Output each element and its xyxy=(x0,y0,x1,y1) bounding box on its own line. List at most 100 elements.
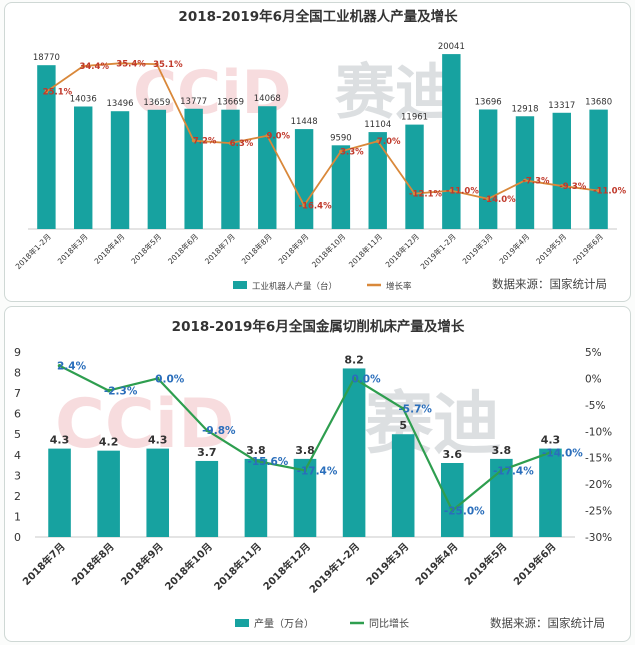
growth-point xyxy=(559,184,564,188)
growth-value-label: -7.3% xyxy=(522,176,550,186)
legend-bar-swatch xyxy=(233,281,247,289)
legend-bar-swatch xyxy=(235,619,249,627)
right-axis-tick: -25% xyxy=(585,506,612,518)
growth-line xyxy=(45,62,599,207)
bar xyxy=(589,109,608,229)
bar xyxy=(184,108,203,229)
growth-value-label: -16.4% xyxy=(299,201,332,211)
bar-value-label: 20041 xyxy=(438,42,465,52)
right-axis-tick: -15% xyxy=(585,453,612,465)
bar-value-label: 4.2 xyxy=(99,436,119,449)
left-axis-tick: 0 xyxy=(14,531,21,544)
category-label: 2018年11月 xyxy=(346,231,384,269)
bar-value-label: 18770 xyxy=(33,53,60,63)
bar-value-label: 11448 xyxy=(291,117,318,127)
growth-value-label: -14.0% xyxy=(483,195,516,205)
growth-value-label: -17.4% xyxy=(493,465,534,477)
growth-value-label: -9.8% xyxy=(202,425,236,437)
growth-value-label: 0.0% xyxy=(352,373,382,385)
chart-title: 2018-2019年6月全国工业机器人产量及增长 xyxy=(178,8,458,25)
legend-bar-label: 产量（万台） xyxy=(254,617,314,630)
growth-point xyxy=(81,64,86,68)
growth-value-label: 25.1% xyxy=(43,88,73,98)
growth-value-label: 3.3% xyxy=(340,147,364,157)
left-axis-tick: 7 xyxy=(14,387,21,400)
watermark-text: 赛迪 xyxy=(335,58,455,128)
growth-value-label: 0.0% xyxy=(155,373,185,385)
bar xyxy=(552,112,571,229)
growth-value-label: -14.0% xyxy=(542,447,583,459)
bar xyxy=(405,124,424,229)
left-axis-tick: 2 xyxy=(14,490,21,503)
bar-value-label: 3.6 xyxy=(443,448,463,461)
growth-point xyxy=(523,178,527,183)
category-label: 2018年3月 xyxy=(55,231,90,266)
growth-value-label: 35.1% xyxy=(153,60,183,70)
category-label: 2018年5月 xyxy=(129,231,164,266)
growth-point xyxy=(254,459,258,463)
left-axis-tick: 8 xyxy=(14,367,21,380)
legend-line-label: 同比增长 xyxy=(369,617,409,630)
growth-point xyxy=(191,138,196,143)
bar xyxy=(391,434,415,537)
growth-point xyxy=(596,188,601,193)
bar xyxy=(478,109,498,229)
bar xyxy=(342,368,366,537)
bar xyxy=(37,65,56,229)
source-note: 数据来源：国家统计局 xyxy=(490,616,605,630)
growth-value-label: 34.4% xyxy=(79,62,109,72)
bar xyxy=(293,458,317,537)
category-label: 2018年10月 xyxy=(162,540,215,593)
category-label: 2018年7月 xyxy=(202,231,237,266)
category-label: 2018年8月 xyxy=(69,540,117,588)
left-axis-tick: 9 xyxy=(14,346,21,359)
category-label: 2019年3月 xyxy=(363,540,411,588)
machine-tool-output-chart: CCiD 赛迪2018-2019年6月全国金属切削机床产量及增长012345678… xyxy=(14,318,612,630)
growth-point xyxy=(303,468,307,473)
growth-point xyxy=(412,191,417,196)
growth-value-label: -12.1% xyxy=(409,190,442,200)
growth-point xyxy=(339,149,343,154)
legend-line-label: 增长率 xyxy=(386,281,412,292)
growth-point xyxy=(265,133,270,138)
right-axis-tick: -10% xyxy=(585,426,612,438)
source-note: 数据来源：国家统计局 xyxy=(492,277,607,291)
category-label: 2019年5月 xyxy=(462,540,510,588)
bar-value-label: 3.7 xyxy=(197,446,217,459)
bar xyxy=(440,463,464,537)
growth-point xyxy=(486,197,490,201)
bar-value-label: 3.8 xyxy=(492,444,512,457)
left-axis-tick: 3 xyxy=(14,469,21,482)
bar-value-label: 4.3 xyxy=(541,434,561,447)
chart-title: 2018-2019年6月全国金属切削机床产量及增长 xyxy=(172,318,465,335)
bar-value-label: 12918 xyxy=(511,104,538,114)
category-label: 2019年4月 xyxy=(497,231,532,266)
category-label: 2018年12月 xyxy=(260,540,313,593)
bar-value-label: 14036 xyxy=(70,95,97,105)
growth-value-label: 35.4% xyxy=(116,59,146,69)
growth-point xyxy=(155,376,160,381)
growth-point xyxy=(401,406,405,411)
bar xyxy=(442,54,461,229)
category-label: 2018年6月 xyxy=(166,231,201,266)
bar xyxy=(97,450,120,537)
bar-value-label: 13680 xyxy=(585,98,612,108)
category-label: 2019年4月 xyxy=(412,540,460,588)
robot-output-chart: CCiD 赛迪2018-2019年6月全国工业机器人产量及增长1877014036… xyxy=(13,8,627,292)
category-label: 2019年6月 xyxy=(511,540,559,588)
left-axis-tick: 6 xyxy=(14,408,21,421)
bar xyxy=(539,448,562,537)
left-axis-tick: 1 xyxy=(14,510,21,523)
robot-output-panel: CCiD 赛迪 2018-2019年6月全国工业机器人产量及增长 18770 14036… xyxy=(4,2,631,302)
bar-value-label: 13659 xyxy=(143,98,170,108)
growth-point xyxy=(450,508,455,513)
bar xyxy=(110,111,130,229)
right-axis-tick: -20% xyxy=(585,479,612,491)
category-label: 2019年3月 xyxy=(460,231,495,266)
growth-point xyxy=(205,428,209,433)
bar-value-label: 3.8 xyxy=(295,444,315,457)
bar xyxy=(195,460,219,537)
category-label: 2018年9月 xyxy=(118,540,166,588)
bar-value-label: 13317 xyxy=(548,101,575,111)
